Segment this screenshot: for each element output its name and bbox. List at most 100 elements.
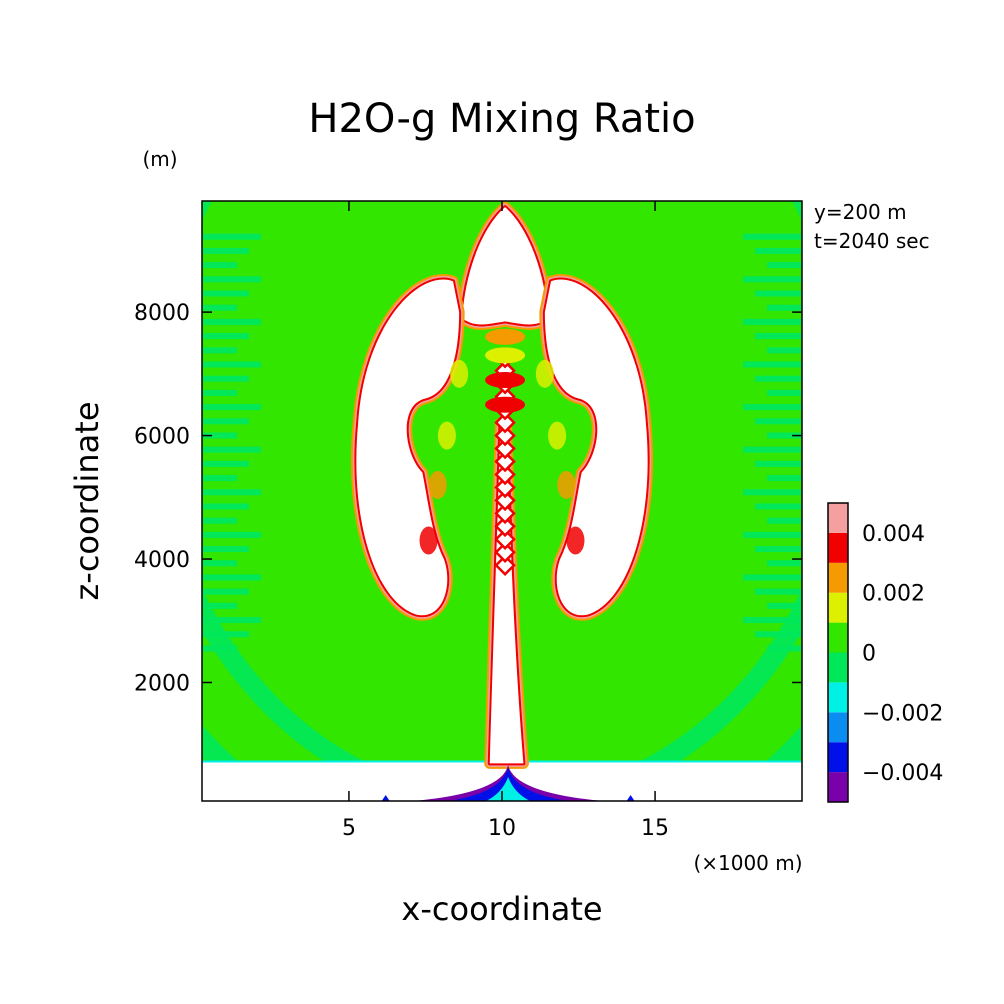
light-band [202, 574, 261, 581]
colorbar-segment [828, 742, 848, 773]
colorbar-tick-label: 0 [862, 642, 876, 667]
light-band [202, 602, 237, 609]
plume-detail [548, 421, 567, 450]
colorbar-segment [828, 622, 848, 653]
colorbar-tick-label: 0.004 [862, 522, 925, 547]
x-unit-label: (×1000 m) [693, 851, 802, 875]
light-band [743, 404, 802, 411]
colorbar-frame [827, 502, 849, 803]
y-tick-label: 4000 [134, 548, 190, 573]
light-band [202, 318, 261, 325]
y-tick-label: 6000 [134, 425, 190, 450]
light-band [202, 460, 249, 467]
light-band [743, 446, 802, 453]
plot-area [202, 201, 802, 801]
light-band [767, 347, 802, 354]
light-band [202, 290, 249, 297]
light-band [755, 418, 802, 425]
light-band [202, 517, 237, 524]
light-band [202, 432, 237, 439]
light-band [767, 645, 802, 652]
column-chunk [485, 372, 526, 389]
light-band [202, 418, 249, 425]
light-band [202, 375, 249, 382]
light-band [767, 304, 802, 311]
surface-dry-anomaly [486, 777, 531, 801]
surface-dry-anomaly [381, 795, 390, 801]
light-band [743, 531, 802, 538]
colorbar: 0.004 0.002 0 −0.002 −0.004 [827, 502, 943, 803]
column-chunk [485, 347, 526, 364]
surface-dry-anomaly [626, 795, 635, 801]
light-band [202, 233, 261, 240]
column-chunk [485, 396, 526, 413]
light-band [767, 262, 802, 269]
annotation-t: t=2040 sec [814, 229, 930, 253]
light-band [743, 233, 802, 240]
light-band [743, 276, 802, 283]
light-band [202, 546, 249, 553]
colorbar-segment [828, 532, 848, 563]
light-band [202, 475, 237, 482]
colorbar-segment [828, 682, 848, 713]
light-band [755, 333, 802, 340]
x-axis-label: x-coordinate [401, 890, 602, 928]
colorbar-segment [828, 772, 848, 802]
light-band [743, 574, 802, 581]
light-band [202, 645, 237, 652]
plume-detail [566, 526, 585, 555]
light-band [202, 347, 237, 354]
light-band [202, 446, 261, 453]
annotation-y: y=200 m [814, 200, 907, 224]
light-band [202, 304, 237, 311]
light-band [755, 503, 802, 510]
light-band [755, 631, 802, 638]
plume-detail [450, 359, 469, 388]
plume-detail [419, 526, 438, 555]
light-band [202, 276, 261, 283]
plume-field [202, 201, 802, 801]
colorbar-segment [828, 503, 848, 533]
light-band [202, 617, 261, 624]
light-band [202, 404, 261, 411]
background-bands [202, 201, 802, 801]
colorbar-tick-label: 0.002 [862, 582, 925, 607]
light-band [202, 631, 249, 638]
light-band [202, 389, 237, 396]
light-band [755, 546, 802, 553]
light-band [767, 560, 802, 567]
colorbar-tick-label: −0.002 [862, 701, 943, 726]
light-band [767, 602, 802, 609]
light-band [755, 247, 802, 254]
light-band [755, 290, 802, 297]
light-band [202, 560, 237, 567]
light-band [743, 489, 802, 496]
light-band [202, 333, 249, 340]
y-unit-label: (m) [142, 147, 177, 171]
light-band [767, 389, 802, 396]
colorbar-segment [828, 712, 848, 743]
light-band [202, 262, 237, 269]
plume-cap [462, 207, 548, 325]
light-band [755, 460, 802, 467]
light-band [202, 588, 249, 595]
light-band [755, 588, 802, 595]
light-band [767, 475, 802, 482]
y-tick-label: 2000 [134, 671, 190, 696]
light-band [767, 432, 802, 439]
x-tick-label: 10 [488, 816, 516, 841]
plume-detail [535, 359, 554, 388]
y-axis-label: z-coordinate [68, 401, 106, 600]
x-ticks: 5 10 15 [342, 201, 669, 841]
plume-detail [437, 421, 456, 450]
light-band [743, 617, 802, 624]
y-ticks: 2000 4000 6000 8000 [134, 301, 802, 696]
colorbar-segment [828, 562, 848, 593]
plume-detail [557, 470, 576, 499]
y-tick-label: 8000 [134, 301, 190, 326]
light-band [767, 517, 802, 524]
light-band [202, 247, 249, 254]
light-band [202, 489, 261, 496]
plume-stem [489, 423, 524, 764]
